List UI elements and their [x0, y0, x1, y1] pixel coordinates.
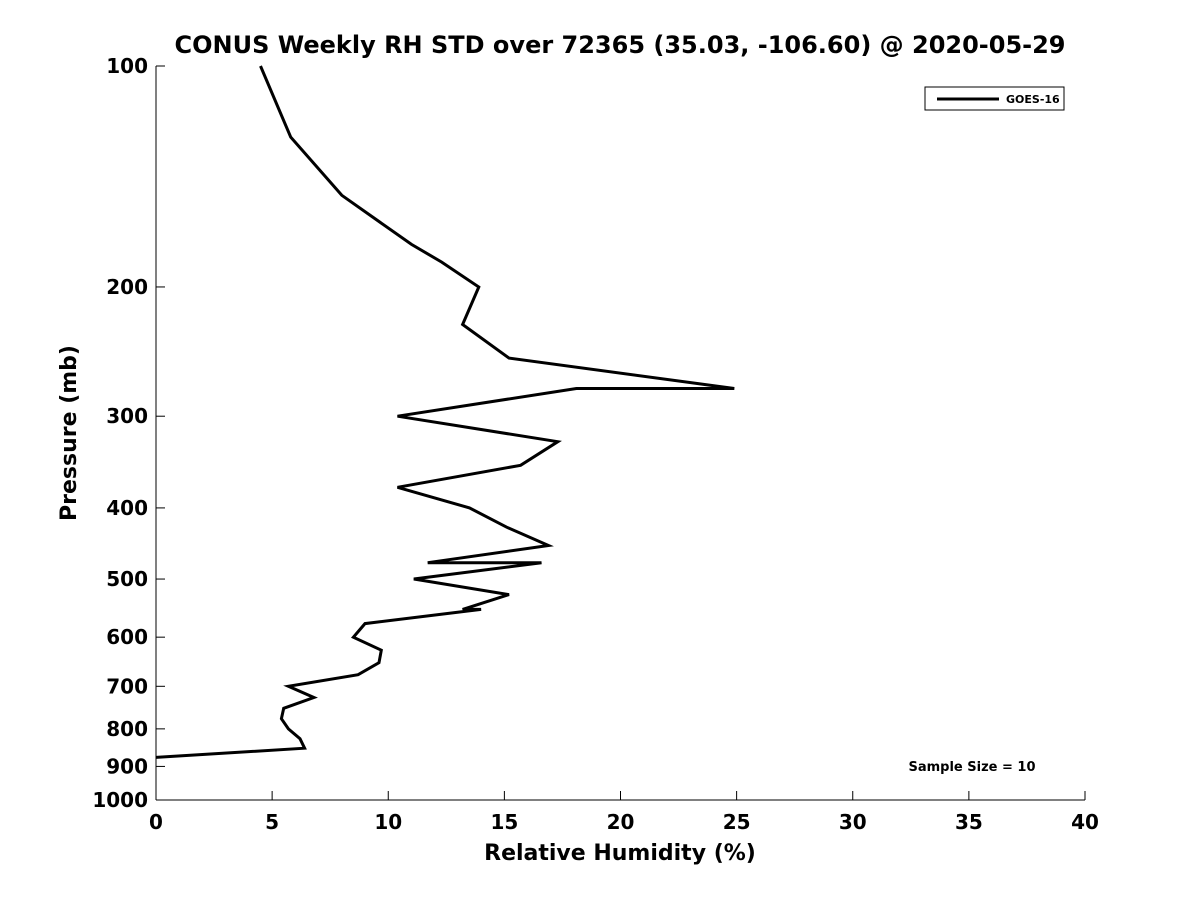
x-axis-label: Relative Humidity (%): [484, 841, 756, 866]
series-line-goes-16: [155, 65, 735, 759]
y-tick-label: 200: [106, 275, 148, 299]
x-tick-label: 0: [149, 810, 163, 834]
x-tick-label: 5: [265, 810, 279, 834]
sample-size-annotation: Sample Size = 10: [908, 760, 1035, 775]
y-tick-label: 500: [106, 567, 148, 591]
x-tick-label: 25: [723, 810, 751, 834]
y-tick-label: 800: [106, 717, 148, 741]
x-tick-label: 10: [374, 810, 402, 834]
y-tick-label: 700: [106, 674, 148, 698]
y-tick-label: 100: [106, 54, 148, 78]
x-tick-label: 15: [490, 810, 518, 834]
x-tick-label: 20: [607, 810, 635, 834]
legend: GOES-16: [924, 86, 1065, 111]
x-tick-label: 35: [955, 810, 983, 834]
series-layer: [155, 65, 735, 759]
y-tick-label: 400: [106, 496, 148, 520]
ticks-layer: 0 5 10 15 20 25 30 35 40 100 200 300 400 500 600 700 800…: [92, 54, 1099, 834]
legend-label-goes-16: GOES-16: [1006, 93, 1060, 106]
y-axis-label: Pressure (mb): [57, 345, 82, 521]
y-tick-label: 900: [106, 754, 148, 778]
y-tick-label: 600: [106, 625, 148, 649]
chart-title: CONUS Weekly RH STD over 72365 (35.03, -…: [174, 31, 1065, 59]
x-tick-label: 40: [1071, 810, 1099, 834]
x-tick-label: 30: [839, 810, 867, 834]
y-tick-label: 300: [106, 404, 148, 428]
y-tick-label: 1000: [92, 788, 148, 812]
